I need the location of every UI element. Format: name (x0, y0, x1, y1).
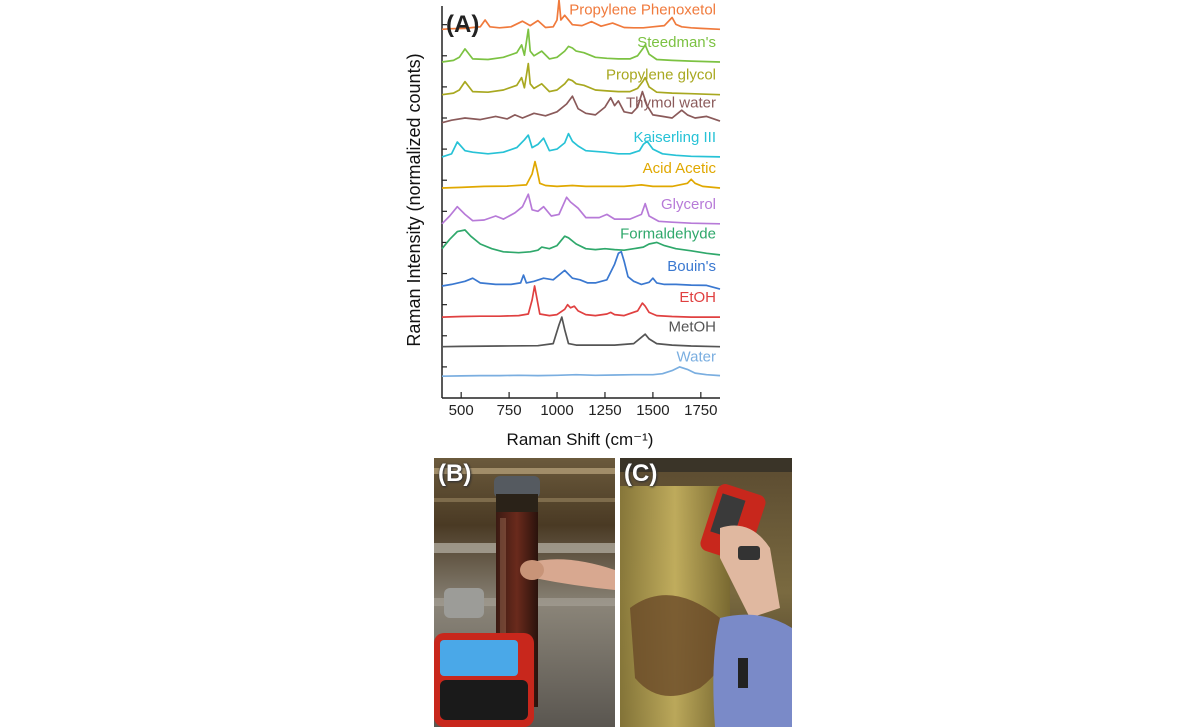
x-tick-label: 1500 (636, 402, 669, 419)
series-line (441, 250, 721, 290)
series-line (441, 0, 721, 31)
series-line (441, 62, 721, 96)
x-tick-label: 1000 (540, 402, 573, 419)
series-line (441, 229, 721, 256)
series-line (441, 132, 721, 158)
series-label: Formaldehyde (620, 225, 716, 242)
series-line (441, 90, 721, 124)
series-label: Water (677, 348, 716, 365)
series-line (441, 28, 721, 63)
panel-c-photo: (C) (620, 458, 792, 727)
y-axis-label: Raman Intensity (normalized counts) (404, 53, 424, 346)
series-line (441, 316, 721, 348)
series-label: Glycerol (661, 196, 716, 213)
panel-c-label: (C) (624, 460, 658, 487)
series-label: Steedman's (637, 34, 716, 51)
chart-layer: 500 750 1000 1250 1500 1750 Propylene Phenoxet… (441, 0, 721, 419)
raman-device-measuring-jar-image (434, 458, 615, 727)
series-label: Acid Acetic (643, 160, 717, 177)
series-line (441, 160, 721, 189)
x-tick-label: 750 (497, 402, 522, 419)
x-tick-label: 1750 (684, 402, 717, 419)
series-label: EtOH (679, 289, 716, 306)
series-line (441, 193, 721, 225)
raman-spectra-chart: 500 750 1000 1250 1500 1750 Propylene Phenoxet… (404, 0, 721, 449)
series-label: Propylene glycol (606, 67, 716, 84)
panel-a-label: (A) (446, 11, 479, 38)
panel-b-photo: (B) (434, 458, 615, 727)
panel-b-label: (B) (438, 460, 472, 487)
series-label: Kaiserling III (633, 129, 716, 146)
series-label: MetOH (668, 319, 716, 336)
series-label: Thymol water (626, 95, 716, 112)
series-label: Bouin's (667, 258, 716, 275)
handheld-raman-device-image (620, 458, 792, 727)
series-line (441, 285, 720, 318)
x-tick-label: 1250 (588, 402, 621, 419)
x-axis-label: Raman Shift (cm⁻¹) (507, 430, 654, 449)
series-line (441, 366, 721, 378)
series-label: Propylene Phenoxetol (569, 1, 716, 18)
x-tick-label: 500 (449, 402, 474, 419)
